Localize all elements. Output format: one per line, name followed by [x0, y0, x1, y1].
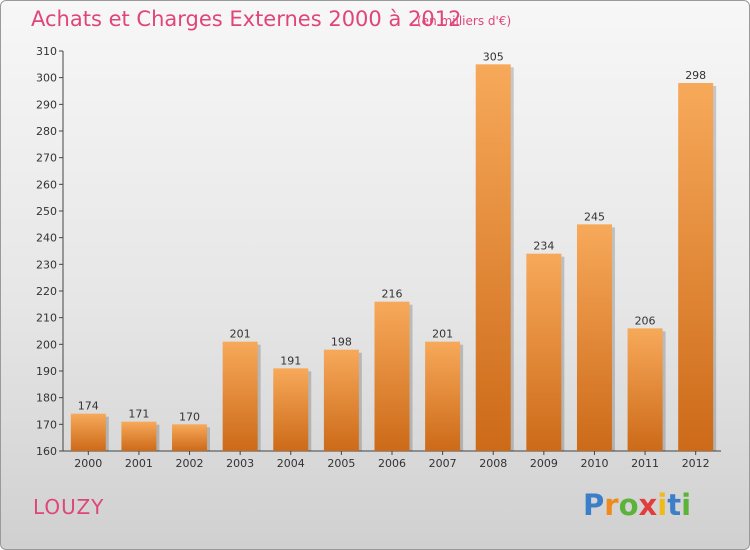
- axes: 160 170 180 190 200 210 220 230 240 250 260 270 280 2…: [36, 45, 721, 470]
- value-label-2011: 206: [635, 314, 656, 327]
- value-label-2003: 201: [230, 328, 251, 341]
- y-tick-label: 280: [36, 125, 57, 138]
- bar-2011: [627, 328, 663, 451]
- x-tick-label-2008: 2008: [479, 457, 507, 470]
- y-tick-label: 260: [36, 178, 57, 191]
- y-tick-label: 290: [36, 98, 57, 111]
- y-tick-label: 210: [36, 312, 57, 325]
- y-tick-label: 240: [36, 232, 57, 245]
- x-tick-label-2012: 2012: [682, 457, 710, 470]
- bar-2004: [273, 368, 309, 451]
- logo-letter: o: [618, 488, 639, 522]
- value-label-2000: 174: [78, 400, 99, 413]
- x-tick-label-2006: 2006: [378, 457, 406, 470]
- x-tick-label-2007: 2007: [429, 457, 457, 470]
- y-tick-label: 160: [36, 445, 57, 458]
- logo-letter: i: [681, 488, 692, 522]
- chart-subtitle: (en milliers d'€): [417, 14, 512, 28]
- x-tick-label-2002: 2002: [176, 457, 204, 470]
- logo-letter: t: [667, 488, 682, 522]
- bar-2012: [678, 83, 714, 451]
- value-label-2005: 198: [331, 336, 352, 349]
- y-tick-label: 170: [36, 418, 57, 431]
- value-label-2009: 234: [533, 240, 554, 253]
- value-label-2007: 201: [432, 328, 453, 341]
- y-tick-label: 230: [36, 258, 57, 271]
- value-label-2001: 171: [128, 408, 149, 421]
- bars: [70, 64, 717, 452]
- x-tick-label-2011: 2011: [631, 457, 659, 470]
- y-tick-label: 270: [36, 152, 57, 165]
- bar-2010: [576, 224, 612, 451]
- y-tick-label: 220: [36, 285, 57, 298]
- x-tick-label-2010: 2010: [580, 457, 608, 470]
- value-label-2006: 216: [382, 288, 403, 301]
- logo-letter: x: [638, 488, 658, 522]
- x-tick-label-2003: 2003: [226, 457, 254, 470]
- bar-2005: [323, 349, 359, 451]
- proxiti-logo: Proxiti: [583, 488, 691, 522]
- logo-letter: P: [583, 488, 605, 522]
- logo-letter: i: [657, 488, 668, 522]
- logo-letter: r: [604, 488, 619, 522]
- y-tick-label: 300: [36, 72, 57, 85]
- x-tick-label-2000: 2000: [74, 457, 102, 470]
- bar-2007: [425, 341, 461, 451]
- value-label-2008: 305: [483, 50, 504, 63]
- y-tick-label: 200: [36, 338, 57, 351]
- value-label-2004: 191: [280, 354, 301, 367]
- value-label-2010: 245: [584, 210, 605, 223]
- x-tick-label-2005: 2005: [327, 457, 355, 470]
- bar-2001: [121, 421, 157, 451]
- value-labels: 174 171 170 201 191 198 216 201 305 234 245 206 298: [78, 50, 706, 423]
- y-tick-label: 310: [36, 45, 57, 58]
- bar-2006: [374, 301, 410, 451]
- x-tick-label-2004: 2004: [277, 457, 305, 470]
- y-tick-label: 250: [36, 205, 57, 218]
- y-tick-label: 180: [36, 392, 57, 405]
- value-label-2002: 170: [179, 410, 200, 423]
- bar-2003: [222, 341, 258, 451]
- commune-name: LOUZY: [33, 495, 105, 519]
- bar-2000: [70, 413, 106, 451]
- value-label-2012: 298: [685, 69, 706, 82]
- bar-2008: [475, 64, 511, 452]
- y-tick-label: 190: [36, 365, 57, 378]
- x-tick-label-2009: 2009: [530, 457, 558, 470]
- x-tick-label-2001: 2001: [125, 457, 153, 470]
- bar-2002: [172, 424, 208, 451]
- bar-2009: [526, 253, 562, 451]
- chart-title: Achats et Charges Externes 2000 à 2012: [31, 7, 462, 31]
